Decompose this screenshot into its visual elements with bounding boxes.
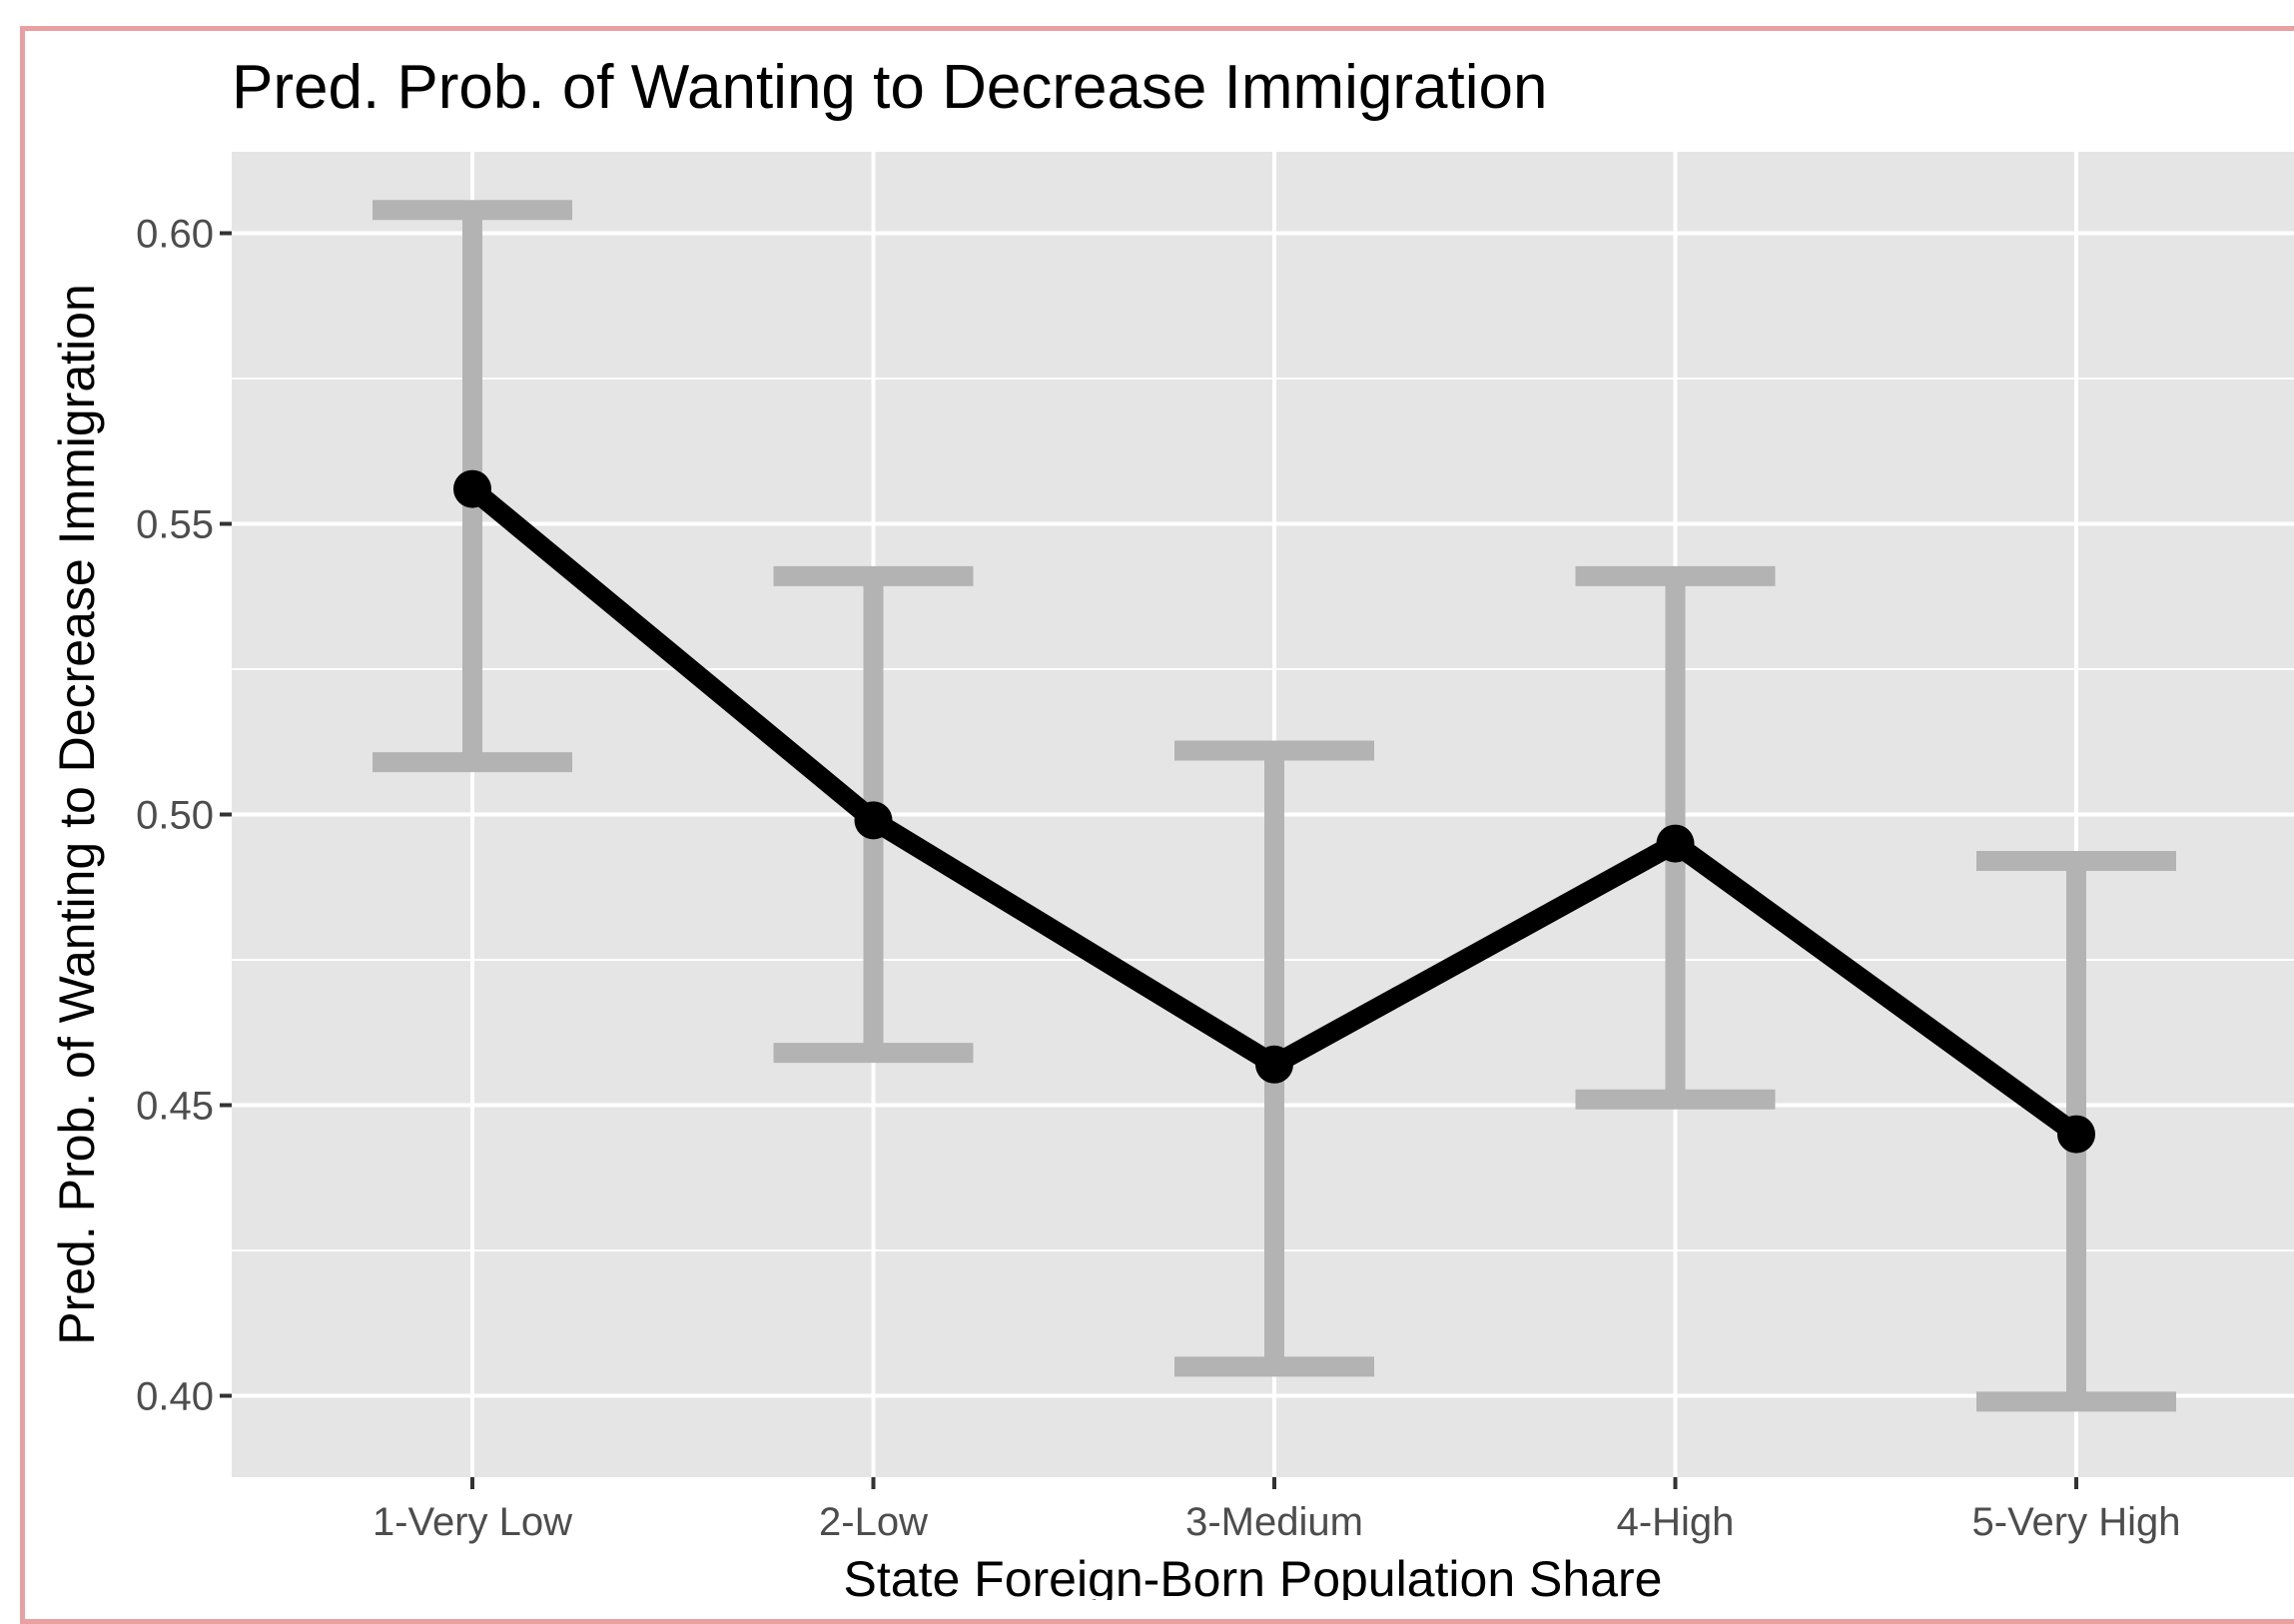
x-tick-label: 3-Medium xyxy=(1185,1500,1363,1544)
y-axis-label: Pred. Prob. of Wanting to Decrease Immig… xyxy=(49,284,105,1345)
data-point xyxy=(2057,1115,2095,1154)
data-point xyxy=(453,469,491,508)
y-axis: 0.40 0.45 0.50 0.55 0.60 xyxy=(136,212,232,1419)
y-tick-label: 0.60 xyxy=(136,212,214,256)
x-tick-label: 4-High xyxy=(1617,1500,1735,1544)
y-tick-label: 0.40 xyxy=(136,1375,214,1419)
y-tick-label: 0.50 xyxy=(136,794,214,838)
data-points xyxy=(453,469,2095,1154)
x-tick-label: 2-Low xyxy=(819,1500,928,1544)
data-point xyxy=(854,801,893,840)
y-tick-label: 0.45 xyxy=(136,1085,214,1129)
x-axis: 1-Very Low 2-Low 3-Medium 4-High 5-Very High xyxy=(373,1477,2181,1544)
chart-title: Pred. Prob. of Wanting to Decrease Immig… xyxy=(232,53,1548,122)
x-axis-label: State Foreign-Born Population Share xyxy=(844,1551,1663,1600)
x-tick-label: 5-Very High xyxy=(1972,1500,2181,1544)
y-tick-label: 0.55 xyxy=(136,502,214,546)
x-tick-label: 1-Very Low xyxy=(373,1500,572,1544)
data-point xyxy=(1656,824,1695,863)
data-point xyxy=(1255,1045,1293,1084)
minor-gridlines xyxy=(232,377,2294,1252)
